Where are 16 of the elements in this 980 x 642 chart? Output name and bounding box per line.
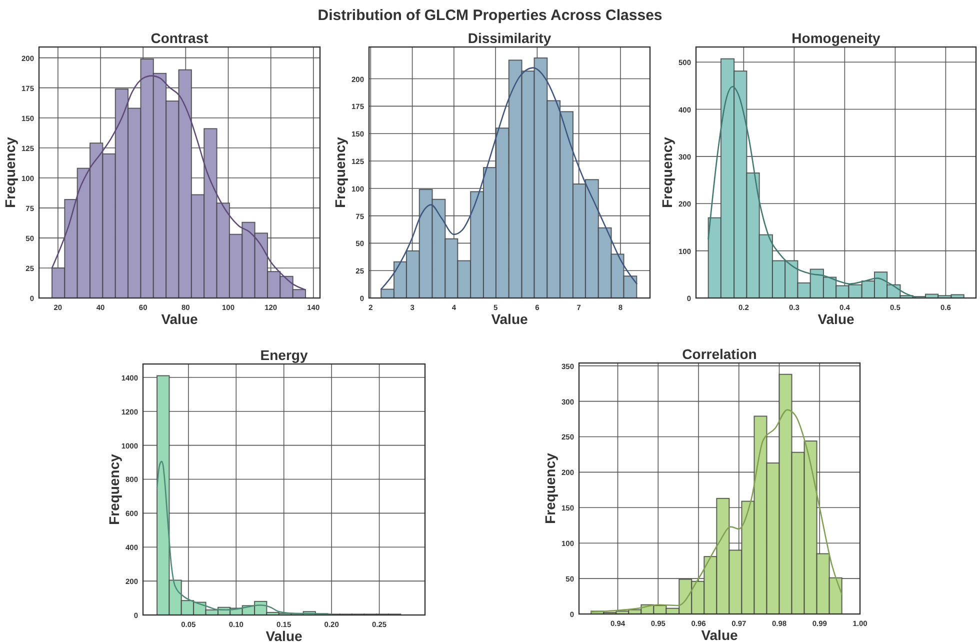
chart-title: Energy	[260, 347, 308, 363]
y-axis-title: Frequency	[542, 452, 558, 524]
text: Distribution of GLCM Properties Across Classes	[318, 7, 662, 24]
y-axis-title: Frequency	[332, 136, 348, 208]
y-axis-title: Frequency	[659, 136, 675, 208]
x-axis-title: Value	[266, 628, 302, 642]
chart-title: Contrast	[150, 30, 209, 46]
chart-title: Homogeneity	[792, 30, 881, 46]
y-axis-title: Frequency	[106, 454, 122, 525]
x-axis-title: Value	[161, 311, 198, 327]
y-axis-title: Frequency	[2, 136, 18, 208]
chart-title: Correlation	[682, 346, 757, 362]
x-axis-title: Value	[701, 627, 738, 642]
x-axis-title: Value	[818, 311, 854, 327]
x-axis-title: Value	[491, 311, 528, 327]
chart-title: Dissimilarity	[468, 30, 552, 46]
